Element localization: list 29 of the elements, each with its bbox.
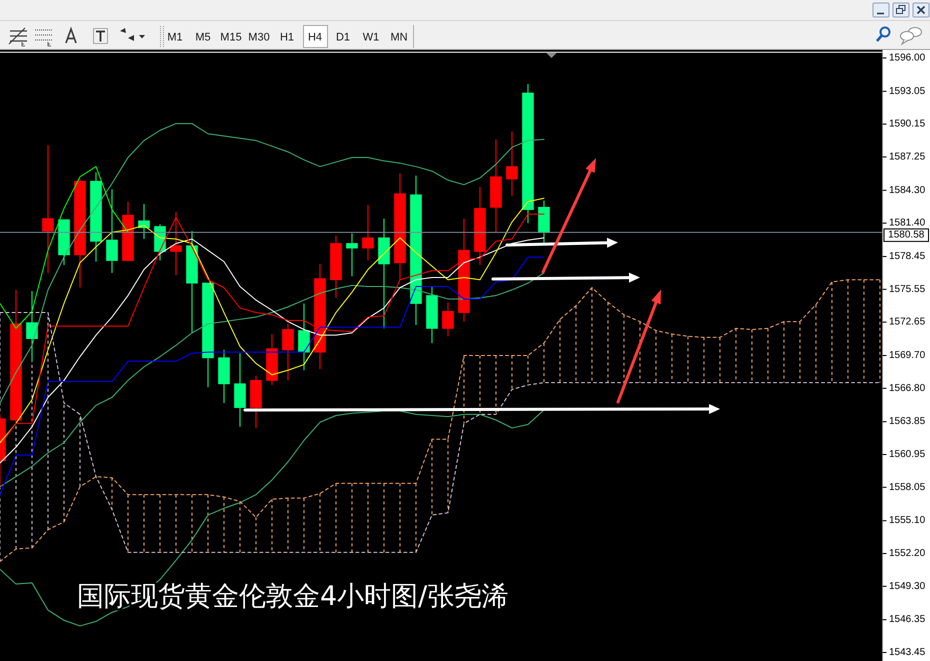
y-tick-label: 1569.70 bbox=[889, 350, 926, 362]
text: H4 bbox=[308, 32, 322, 44]
y-tick-label: 1584.30 bbox=[889, 184, 926, 196]
y-tick-label: 1549.30 bbox=[889, 580, 926, 592]
y-tick-label: 1578.45 bbox=[889, 251, 926, 262]
y-tick-label: 1558.05 bbox=[889, 482, 926, 493]
y-tick-label: 1593.05 bbox=[889, 86, 926, 97]
y-tick-label: 1572.65 bbox=[889, 316, 926, 328]
text: M15 bbox=[220, 32, 242, 44]
text: H1 bbox=[280, 32, 294, 44]
text: MN bbox=[390, 32, 408, 44]
text: W1 bbox=[362, 32, 380, 44]
text: M30 bbox=[248, 32, 270, 44]
y-tick-label: 1543.45 bbox=[889, 647, 926, 658]
y-tick-label: 1581.40 bbox=[889, 218, 926, 229]
y-tick-label: 1590.15 bbox=[889, 118, 926, 130]
y-tick-label: 1596.00 bbox=[889, 52, 926, 64]
y-tick-label: 1563.85 bbox=[889, 416, 926, 428]
ref-line-label: 1580.58 bbox=[888, 230, 925, 241]
text: M5 bbox=[195, 32, 211, 44]
y-tick-label: 1546.35 bbox=[889, 614, 926, 626]
y-tick-label: 1566.80 bbox=[889, 382, 926, 394]
text: M1 bbox=[167, 32, 183, 44]
y-tick-label: 1552.20 bbox=[889, 548, 926, 560]
y-tick-label: 1560.95 bbox=[889, 449, 926, 460]
text: D1 bbox=[336, 32, 350, 44]
y-tick-label: 1555.10 bbox=[889, 515, 926, 526]
y-tick-label: 1575.55 bbox=[889, 284, 926, 295]
y-tick-label: 1587.25 bbox=[889, 151, 926, 162]
